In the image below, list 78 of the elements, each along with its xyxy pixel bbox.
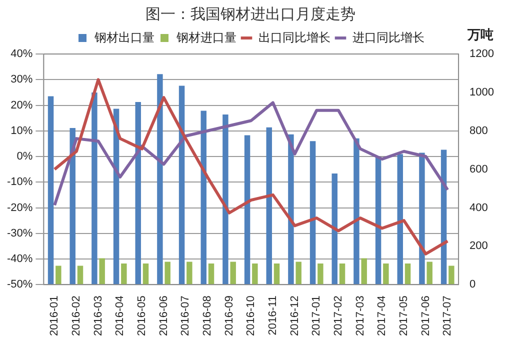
x-tick-label: 2016-05 [136, 296, 148, 336]
bar [48, 96, 54, 285]
bar [135, 102, 141, 285]
x-tick-label: 2017-01 [310, 296, 323, 336]
bar [310, 141, 316, 285]
bar [208, 263, 214, 285]
bar [339, 263, 346, 285]
bar [142, 263, 149, 285]
x-tick-label: 2017-05 [398, 296, 410, 336]
y-tick-label: 20% [10, 99, 33, 112]
x-tick-label: 2016-02 [70, 296, 82, 336]
y-tick-label: -20% [6, 202, 33, 214]
y2-tick-label: 1200 [470, 48, 494, 60]
bar [375, 157, 382, 285]
x-tick-label: 2016-03 [92, 296, 104, 336]
bar [361, 258, 367, 285]
x-tick-label: 2017-04 [376, 296, 388, 336]
y-tick-label: -40% [6, 253, 33, 266]
x-tick-label: 2016-08 [201, 296, 214, 336]
bar [99, 258, 105, 285]
chart-title: 图一：我国钢材进出口月度走势 [146, 4, 356, 23]
legend-label: 进口同比增长 [352, 30, 424, 44]
y-tick-label: -50% [6, 278, 33, 291]
legend-label: 钢材进口量 [176, 30, 236, 44]
bar [77, 266, 84, 285]
y2-tick-label: 600 [470, 163, 488, 176]
y-tick-label: 30% [10, 74, 33, 86]
bar [383, 263, 389, 285]
bar [266, 127, 272, 285]
x-tick-label: 2017-02 [332, 296, 344, 336]
y2-tick-label: 400 [470, 202, 488, 214]
y2-tick-label: 1000 [470, 86, 494, 98]
bar [70, 128, 76, 285]
y2-tick-label: 0 [470, 278, 476, 291]
bar [404, 263, 411, 285]
bar [426, 262, 432, 285]
bar [354, 138, 360, 285]
bar [397, 154, 403, 285]
x-tick-label: 2016-12 [288, 296, 301, 336]
y2-tick-label: 200 [470, 240, 488, 252]
bar [121, 263, 127, 285]
y-tick-label: -10% [6, 176, 33, 188]
x-tick-label: 2016-01 [48, 296, 61, 336]
bar [157, 74, 163, 285]
x-tick-label: 2017-07 [442, 296, 454, 336]
bar [252, 263, 258, 285]
bar [230, 262, 236, 285]
bar [222, 114, 228, 285]
x-tick-label: 2016-09 [223, 296, 236, 336]
x-tick-label: 2016-11 [266, 296, 279, 336]
y-tick-label: 40% [10, 48, 33, 60]
y2-tick-label: 800 [470, 124, 488, 137]
y-tick-label: -30% [6, 227, 33, 240]
bar [92, 92, 98, 285]
bar [318, 263, 324, 285]
bar [200, 110, 206, 285]
bar [56, 266, 62, 285]
bar [274, 263, 280, 285]
bar [296, 262, 302, 285]
x-tick-label: 2016-06 [158, 296, 170, 336]
x-tick-label: 2016-04 [114, 296, 126, 336]
bar [164, 262, 170, 285]
bar [448, 266, 454, 285]
legend-label: 钢材出口量 [94, 30, 154, 44]
bar [244, 135, 250, 285]
bar [332, 174, 338, 285]
legend-label: 出口同比增长 [258, 30, 330, 44]
bar [186, 262, 192, 285]
y-tick-label: 10% [10, 124, 33, 137]
x-tick-label: 2017-03 [354, 296, 366, 336]
bar [178, 86, 185, 285]
y-tick-label: 0% [16, 150, 33, 163]
x-tick-label: 2016-07 [180, 296, 192, 336]
bar [288, 134, 294, 285]
x-tick-label: 2017-06 [420, 296, 432, 336]
bar [419, 152, 425, 285]
y2-axis-title: 万吨 [466, 28, 494, 43]
x-tick-label: 2016-10 [245, 296, 258, 336]
